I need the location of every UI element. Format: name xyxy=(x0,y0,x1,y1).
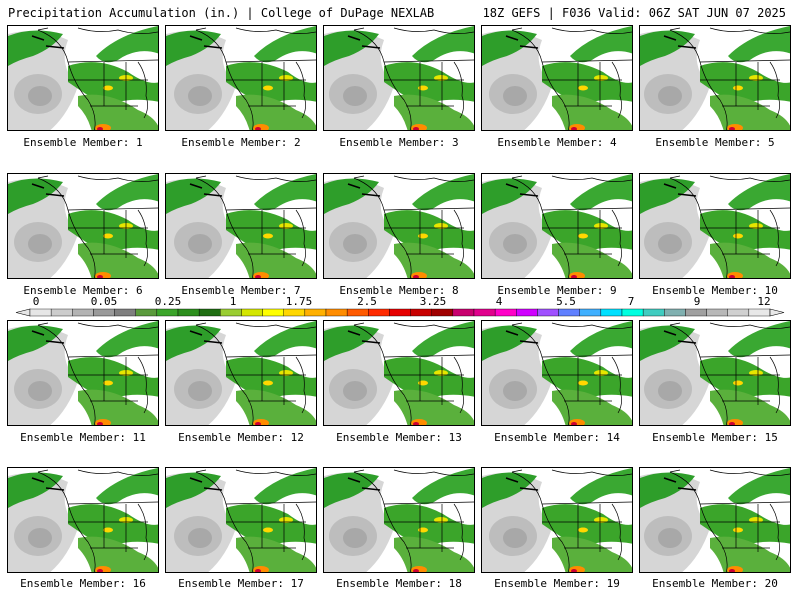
colorbar-swatch xyxy=(304,308,327,317)
colorbar-swatch xyxy=(325,308,348,317)
ensemble-map-panel xyxy=(165,320,317,426)
ensemble-member-label: Ensemble Member: 4 xyxy=(497,136,617,149)
ensemble-member-label: Ensemble Member: 11 xyxy=(20,431,146,444)
colorbar-swatch xyxy=(177,308,200,317)
colorbar-swatch xyxy=(346,308,369,317)
ensemble-map-panel xyxy=(639,467,791,573)
ensemble-map-panel xyxy=(323,467,475,573)
colorbar-tick-label: 5.5 xyxy=(556,295,576,308)
colorbar-arrow-right xyxy=(769,308,785,317)
colorbar-tick-label: 1.75 xyxy=(285,295,313,308)
colorbar-swatch xyxy=(156,308,179,317)
ensemble-map-panel xyxy=(481,320,633,426)
colorbar-swatch xyxy=(220,308,242,317)
ensemble-member-label: Ensemble Member: 7 xyxy=(181,284,301,297)
colorbar-swatch xyxy=(516,308,538,317)
ensemble-member-label: Ensemble Member: 20 xyxy=(652,577,778,590)
colorbar-swatch xyxy=(29,308,52,317)
colorbar-tick-label: 12 xyxy=(757,295,771,308)
colorbar-swatch xyxy=(262,308,284,317)
ensemble-member-label: Ensemble Member: 9 xyxy=(497,284,617,297)
colorbar-swatch xyxy=(685,308,707,317)
colorbar-swatch xyxy=(748,308,771,317)
ensemble-map-panel xyxy=(7,320,159,426)
colorbar-swatch xyxy=(473,308,496,317)
ensemble-member-label: Ensemble Member: 19 xyxy=(494,577,620,590)
ensemble-member-label: Ensemble Member: 10 xyxy=(652,284,778,297)
colorbar-swatch xyxy=(642,308,665,317)
ensemble-map-panel xyxy=(7,173,159,279)
colorbar-tick-label: 1 xyxy=(229,295,237,308)
colorbar-swatch xyxy=(537,308,559,317)
ensemble-member-label: Ensemble Member: 5 xyxy=(655,136,775,149)
ensemble-map-panel xyxy=(639,320,791,426)
colorbar-swatch xyxy=(558,308,580,317)
colorbar-arrow-left xyxy=(15,308,31,317)
ensemble-map-panel xyxy=(165,467,317,573)
colorbar-tick-label: 3.25 xyxy=(419,295,447,308)
colorbar-tick-label: 0 xyxy=(32,295,40,308)
ensemble-member-label: Ensemble Member: 12 xyxy=(178,431,304,444)
colorbar-swatch xyxy=(368,308,390,317)
ensemble-map-panel xyxy=(323,25,475,131)
colorbar-swatch xyxy=(727,308,750,317)
ensemble-member-label: Ensemble Member: 6 xyxy=(23,284,143,297)
colorbar-swatch xyxy=(135,308,158,317)
ensemble-member-label: Ensemble Member: 18 xyxy=(336,577,462,590)
ensemble-map-panel xyxy=(165,25,317,131)
colorbar-tick-label: 0.05 xyxy=(90,295,118,308)
colorbar-swatch xyxy=(50,308,73,317)
ensemble-member-label: Ensemble Member: 14 xyxy=(494,431,620,444)
colorbar-swatch xyxy=(198,308,221,317)
colorbar-swatch xyxy=(114,308,136,317)
ensemble-map-panel xyxy=(481,25,633,131)
colorbar-swatch xyxy=(664,308,686,317)
colorbar xyxy=(15,308,785,317)
colorbar-tick-label: 9 xyxy=(693,295,701,308)
colorbar-swatch xyxy=(706,308,728,317)
ensemble-member-label: Ensemble Member: 3 xyxy=(339,136,459,149)
page-title: Precipitation Accumulation (in.) | Colle… xyxy=(8,6,435,20)
colorbar-tick-label: 4 xyxy=(495,295,503,308)
ensemble-member-label: Ensemble Member: 15 xyxy=(652,431,778,444)
colorbar-swatch xyxy=(600,308,623,317)
colorbar-swatch xyxy=(410,308,432,317)
ensemble-map-panel xyxy=(481,467,633,573)
colorbar-swatch xyxy=(241,308,263,317)
ensemble-map-panel xyxy=(165,173,317,279)
ensemble-map-panel xyxy=(481,173,633,279)
ensemble-map-panel xyxy=(323,320,475,426)
ensemble-map-panel xyxy=(639,25,791,131)
run-info: 18Z GEFS | F036 Valid: 06Z SAT JUN 07 20… xyxy=(482,6,786,20)
colorbar-swatch xyxy=(494,308,517,317)
ensemble-member-label: Ensemble Member: 1 xyxy=(23,136,143,149)
colorbar-tick-label: 0.25 xyxy=(154,295,182,308)
ensemble-map-panel xyxy=(7,467,159,573)
colorbar-swatch xyxy=(389,308,411,317)
colorbar-swatch xyxy=(621,308,644,317)
colorbar-swatch xyxy=(93,308,115,317)
colorbar-swatch xyxy=(431,308,454,317)
ensemble-member-label: Ensemble Member: 16 xyxy=(20,577,146,590)
colorbar-swatch xyxy=(452,308,475,317)
ensemble-member-label: Ensemble Member: 17 xyxy=(178,577,304,590)
ensemble-member-label: Ensemble Member: 8 xyxy=(339,284,459,297)
ensemble-member-label: Ensemble Member: 2 xyxy=(181,136,301,149)
ensemble-member-label: Ensemble Member: 13 xyxy=(336,431,462,444)
colorbar-swatch xyxy=(283,308,306,317)
ensemble-map-panel xyxy=(7,25,159,131)
colorbar-swatch xyxy=(72,308,94,317)
ensemble-map-panel xyxy=(639,173,791,279)
colorbar-swatch xyxy=(579,308,602,317)
ensemble-map-panel xyxy=(323,173,475,279)
colorbar-tick-label: 7 xyxy=(627,295,635,308)
colorbar-tick-label: 2.5 xyxy=(357,295,377,308)
